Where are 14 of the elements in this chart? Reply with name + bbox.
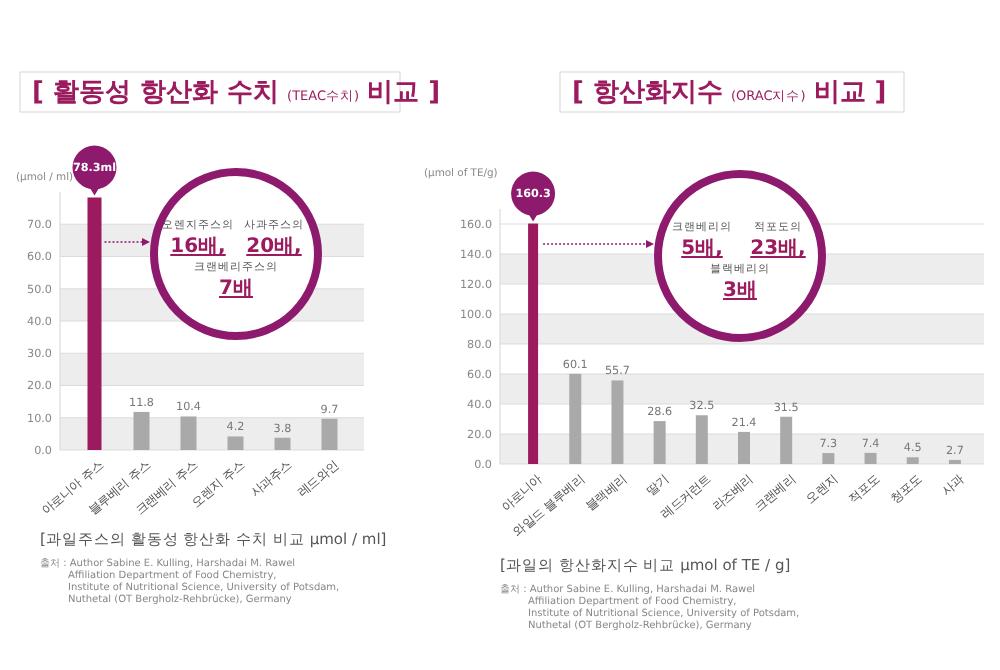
bar (780, 416, 793, 464)
bar (611, 380, 624, 464)
bar (321, 418, 338, 450)
bar (822, 453, 835, 464)
bar (653, 421, 666, 464)
bar (906, 457, 919, 464)
bar (180, 416, 197, 450)
bar (569, 373, 582, 464)
bar (864, 452, 877, 464)
bar (227, 436, 244, 450)
bar (738, 431, 750, 464)
bar (274, 437, 291, 450)
bar (695, 415, 708, 464)
bar (133, 411, 150, 450)
